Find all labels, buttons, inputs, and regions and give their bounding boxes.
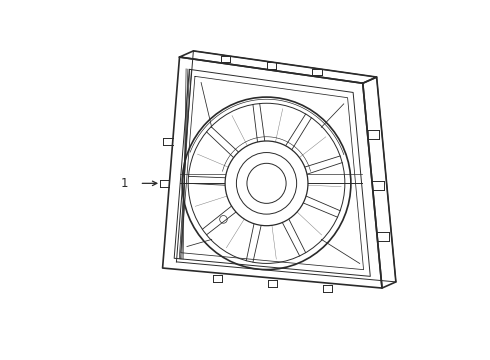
Text: 1: 1 [121,177,128,190]
Ellipse shape [225,141,308,226]
Ellipse shape [236,153,296,214]
Ellipse shape [247,163,286,203]
